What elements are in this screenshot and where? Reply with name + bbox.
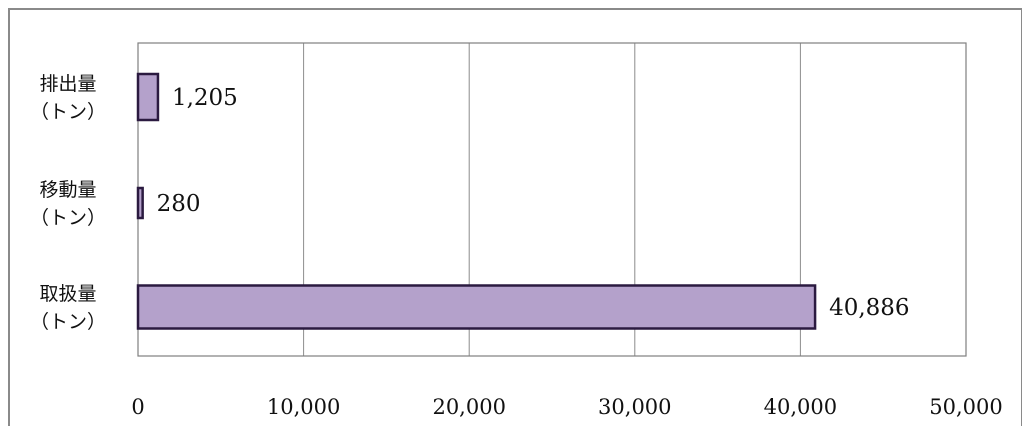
data-label: 40,886 [829,295,909,321]
category-label: （トン） [30,311,106,333]
category-label: （トン） [30,101,106,123]
x-tick-label: 20,000 [432,395,505,419]
x-tick-label: 50,000 [929,395,1002,419]
x-tick-label: 30,000 [598,395,671,419]
bar [136,72,160,122]
category-label: （トン） [30,207,106,229]
category-label: 移動量 [39,179,96,201]
data-label: 1,205 [172,85,238,111]
x-tick-label: 0 [131,395,144,419]
bar [136,186,144,220]
category-label: 排出量 [39,73,96,95]
x-tick-label: 10,000 [267,395,340,419]
data-label: 280 [157,191,201,217]
x-tick-label: 40,000 [764,395,837,419]
chart-frame [8,8,1022,426]
bar [136,284,817,330]
category-label: 取扱量 [39,283,96,305]
